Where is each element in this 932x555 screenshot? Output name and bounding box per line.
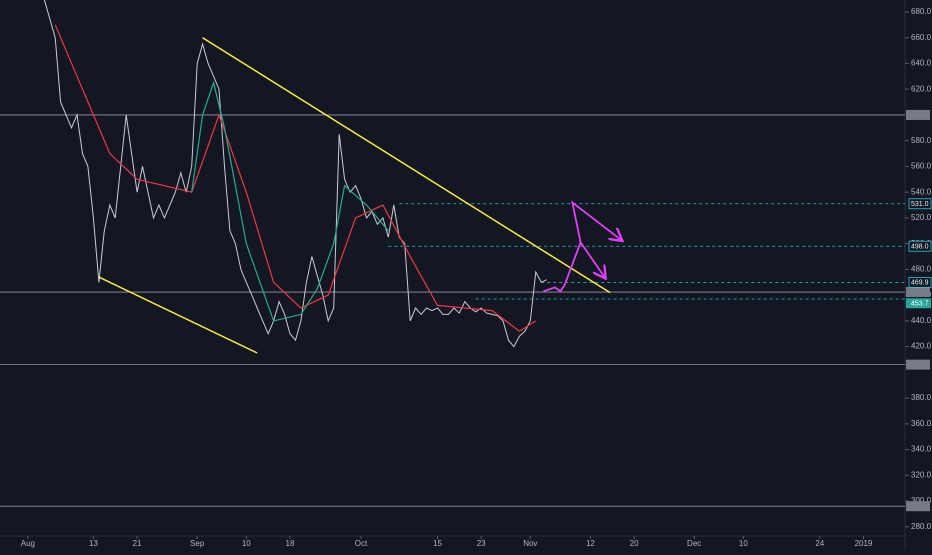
y-tick-label: 380.0 bbox=[911, 393, 932, 402]
x-tick-label: 21 bbox=[133, 539, 142, 548]
moving-average bbox=[191, 80, 389, 322]
y-tick-label: 340.0 bbox=[911, 445, 932, 454]
level-label: 469.9 bbox=[911, 280, 929, 287]
y-tick-label: 520.0 bbox=[911, 213, 932, 222]
y-tick-label: 620.0 bbox=[911, 84, 932, 93]
x-tick-label: Aug bbox=[21, 539, 35, 548]
y-tick-label: 320.0 bbox=[911, 470, 932, 479]
y-tick-label: 480.0 bbox=[911, 264, 932, 273]
price-line bbox=[43, 0, 547, 348]
level-badge bbox=[908, 276, 932, 288]
level-badge bbox=[906, 287, 930, 298]
x-tick-label: 13 bbox=[89, 539, 98, 548]
x-tick-label: 23 bbox=[477, 539, 486, 548]
price-label: 453.7 bbox=[911, 301, 929, 308]
level-badge bbox=[906, 359, 930, 370]
y-tick-label: 280.0 bbox=[911, 522, 932, 531]
x-tick-label: Oct bbox=[355, 539, 368, 548]
x-tick-label: 24 bbox=[815, 539, 824, 548]
y-tick-label: 440.0 bbox=[911, 316, 932, 325]
y-tick-label: 580.0 bbox=[911, 136, 932, 145]
x-tick-label: 12 bbox=[586, 539, 595, 548]
x-tick-label: Dec bbox=[687, 539, 701, 548]
x-tick-label: 15 bbox=[433, 539, 442, 548]
level-badge bbox=[906, 501, 930, 512]
level-label: 498.0 bbox=[911, 244, 929, 251]
level-badge bbox=[908, 240, 932, 252]
x-tick-label: Sep bbox=[190, 539, 205, 548]
x-tick-label: Nov bbox=[523, 539, 537, 548]
y-tick-label: 560.0 bbox=[911, 162, 932, 171]
moving-average bbox=[54, 24, 537, 332]
level-badge bbox=[906, 109, 930, 120]
level-label: 531.0 bbox=[911, 201, 929, 208]
level-badge bbox=[908, 198, 932, 210]
y-tick-label: 640.0 bbox=[911, 59, 932, 68]
trendline bbox=[98, 276, 258, 354]
x-tick-label: 10 bbox=[242, 539, 251, 548]
projection-arrow bbox=[543, 200, 621, 293]
y-tick-label: 420.0 bbox=[911, 342, 932, 351]
x-tick-label: 10 bbox=[739, 539, 748, 548]
price-badge bbox=[906, 298, 931, 309]
y-tick-label: 300.0 bbox=[911, 496, 932, 505]
y-tick-label: 660.0 bbox=[911, 33, 932, 42]
x-tick-label: 20 bbox=[630, 539, 639, 548]
y-tick-label: 540.0 bbox=[911, 187, 932, 196]
projection-arrow bbox=[579, 241, 605, 277]
y-tick-label: 360.0 bbox=[911, 419, 932, 428]
y-tick-label: 680.0 bbox=[911, 7, 932, 16]
x-tick-label: 2019 bbox=[855, 539, 873, 548]
x-tick-label: 18 bbox=[286, 539, 295, 548]
trendline bbox=[202, 37, 611, 294]
